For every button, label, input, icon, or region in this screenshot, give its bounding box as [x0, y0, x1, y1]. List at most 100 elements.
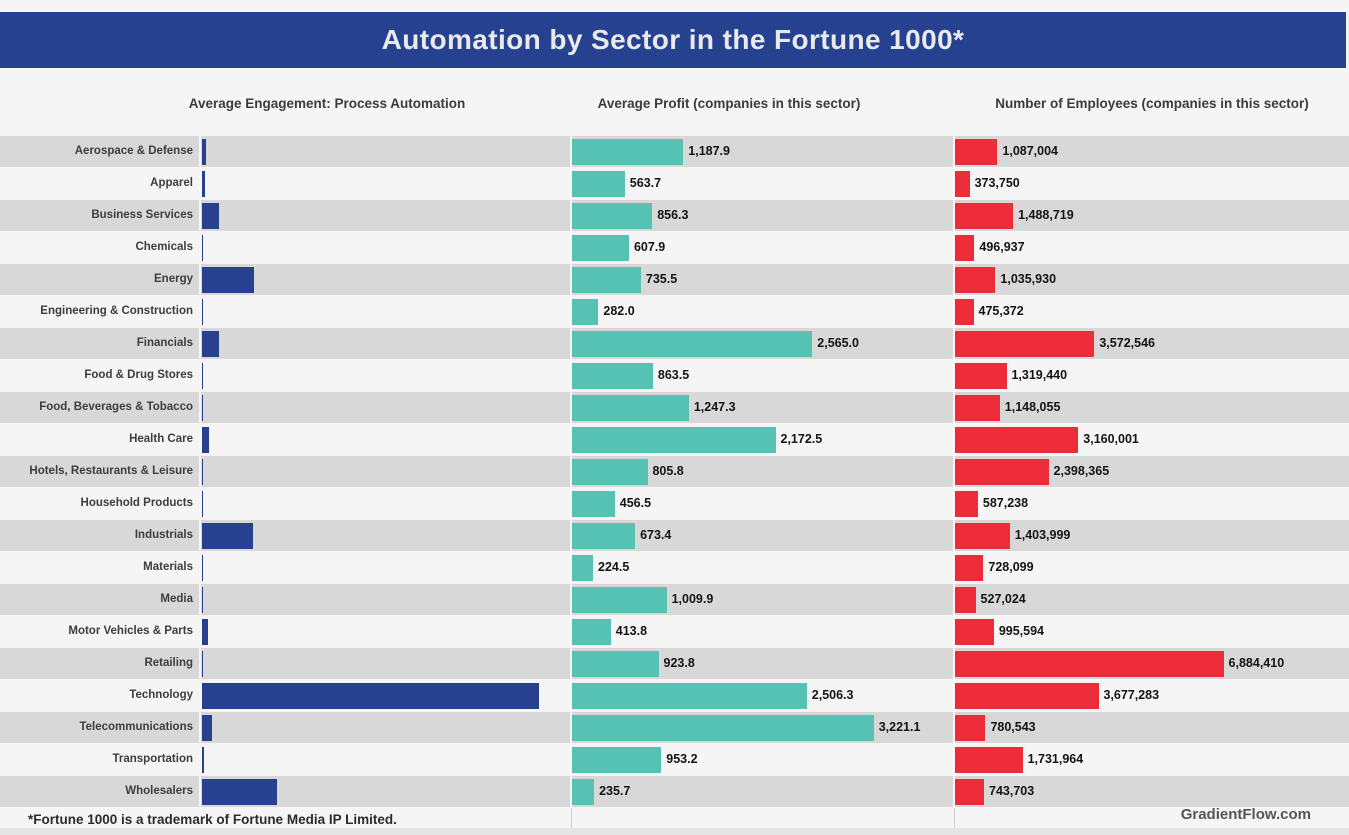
sector-label: Industrials [134, 529, 193, 541]
employees-value: 1,403,999 [1014, 528, 1071, 542]
sector-label: Media [160, 593, 193, 605]
engagement-bar [202, 779, 278, 805]
sector-row: Financials 2,565.0 3,572,546 [0, 328, 1349, 360]
sector-row: Aerospace & Defense 1,187.9 1,087,004 [0, 136, 1349, 168]
employees-bar [955, 395, 1000, 421]
profit-value: 1,187.9 [688, 144, 730, 158]
engagement-bar [202, 747, 204, 773]
sector-label: Retailing [144, 657, 193, 669]
profit-bar [572, 267, 641, 293]
profit-value: 673.4 [640, 528, 672, 542]
engagement-bar [202, 587, 203, 613]
employees-value: 496,937 [979, 240, 1025, 254]
employees-bar [955, 747, 1023, 773]
engagement-bar [202, 523, 253, 549]
employees-value: 6,884,410 [1228, 656, 1285, 670]
sector-row: Retailing 923.8 6,884,410 [0, 648, 1349, 680]
profit-value: 863.5 [657, 368, 690, 382]
profit-value: 2,172.5 [780, 432, 823, 446]
employees-bar [955, 171, 970, 197]
employees-value: 1,035,930 [1000, 272, 1057, 286]
sector-row: Engineering & Construction 282.0 475,372 [0, 296, 1349, 328]
sector-row: Business Services 856.3 1,488,719 [0, 200, 1349, 232]
profit-value: 235.7 [599, 784, 631, 798]
employees-axis-tick [954, 808, 955, 828]
employees-value: 475,372 [978, 304, 1024, 318]
sector-row: Wholesalers 235.7 743,703 [0, 776, 1349, 808]
bottom-strip [0, 828, 1349, 835]
employees-value: 1,319,440 [1011, 368, 1068, 382]
profit-bar [572, 715, 874, 741]
sector-row: Food, Beverages & Tobacco 1,247.3 1,148,05… [0, 392, 1349, 424]
profit-bar [572, 619, 611, 645]
sector-label: Food, Beverages & Tobacco [39, 401, 193, 413]
engagement-column-header: Average Engagement: Process Automation [188, 96, 466, 111]
profit-bar [572, 459, 648, 485]
sector-label: Materials [143, 561, 193, 573]
engagement-bar [202, 683, 540, 709]
employees-bar [955, 779, 984, 805]
employees-bar [955, 139, 998, 165]
employees-value: 2,398,365 [1053, 464, 1110, 478]
employees-bar [955, 491, 978, 517]
sector-row: Media 1,009.9 527,024 [0, 584, 1349, 616]
profit-value: 607.9 [633, 240, 666, 254]
sector-row: Food & Drug Stores 863.5 1,319,440 [0, 360, 1349, 392]
sector-label: Telecommunications [79, 721, 193, 733]
employees-bar [955, 619, 994, 645]
employees-axis-line [953, 136, 955, 808]
profit-value: 805.8 [652, 464, 684, 478]
sector-label: Food & Drug Stores [84, 369, 193, 381]
employees-bar [955, 683, 1099, 709]
profit-value: 1,009.9 [671, 592, 714, 606]
engagement-axis-line [199, 136, 201, 808]
sector-label: Engineering & Construction [40, 305, 193, 317]
profit-bar [572, 235, 629, 261]
chart-area: Aerospace & Defense 1,187.9 1,087,004 Appar… [0, 136, 1349, 808]
profit-value: 563.7 [629, 176, 662, 190]
employees-bar [955, 459, 1049, 485]
engagement-bar [202, 139, 207, 165]
profit-value: 224.5 [598, 560, 630, 574]
profit-value: 2,565.0 [817, 336, 859, 350]
employees-value: 1,731,964 [1027, 752, 1084, 766]
employees-value: 743,703 [989, 784, 1035, 798]
profit-bar [572, 491, 615, 517]
profit-value: 282.0 [603, 304, 635, 318]
employees-value: 527,024 [980, 592, 1026, 606]
engagement-bar [202, 491, 203, 517]
sector-label: Energy [154, 273, 193, 285]
footnote-text: *Fortune 1000 is a trademark of Fortune … [28, 812, 397, 827]
engagement-bar [202, 427, 210, 453]
sector-row: Health Care 2,172.5 3,160,001 [0, 424, 1349, 456]
profit-value: 856.3 [657, 208, 689, 222]
sector-row: Transportation 953.2 1,731,964 [0, 744, 1349, 776]
engagement-bar [202, 171, 206, 197]
profit-value: 3,221.1 [878, 720, 921, 734]
employees-bar [955, 651, 1224, 677]
profit-value: 953.2 [666, 752, 698, 766]
profit-value: 456.5 [619, 496, 652, 510]
sector-label: Chemicals [135, 241, 193, 253]
sector-row: Energy 735.5 1,035,930 [0, 264, 1349, 296]
sector-label: Business Services [91, 209, 193, 221]
profit-value: 413.8 [615, 624, 648, 638]
employees-value: 3,677,283 [1103, 688, 1160, 702]
employees-column-header: Number of Employees (companies in this s… [995, 96, 1309, 111]
employees-value: 1,148,055 [1004, 400, 1061, 414]
sector-label: Motor Vehicles & Parts [68, 625, 193, 637]
profit-bar [572, 363, 653, 389]
engagement-bar [202, 267, 254, 293]
profit-bar [572, 427, 776, 453]
engagement-bar [202, 331, 219, 357]
profit-value: 735.5 [645, 272, 678, 286]
employees-bar [955, 555, 984, 581]
employees-value: 728,099 [988, 560, 1034, 574]
employees-bar [955, 427, 1079, 453]
employees-bar [955, 715, 986, 741]
engagement-bar [202, 395, 203, 421]
employees-bar [955, 587, 976, 613]
profit-bar [572, 779, 595, 805]
employees-bar [955, 299, 974, 325]
sector-row: Telecommunications 3,221.1 780,543 [0, 712, 1349, 744]
